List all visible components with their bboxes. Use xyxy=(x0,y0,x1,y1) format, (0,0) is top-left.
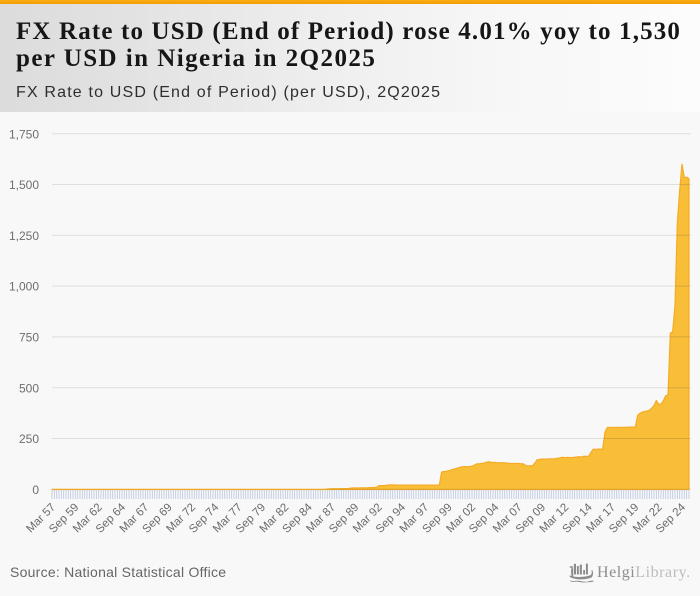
svg-text:500: 500 xyxy=(19,381,39,395)
svg-text:0: 0 xyxy=(32,483,39,497)
svg-text:750: 750 xyxy=(19,331,39,345)
svg-text:1,750: 1,750 xyxy=(9,127,39,141)
svg-text:1,500: 1,500 xyxy=(9,178,39,192)
svg-text:1,000: 1,000 xyxy=(9,280,39,294)
svg-text:250: 250 xyxy=(19,432,39,446)
svg-text:1,250: 1,250 xyxy=(9,229,39,243)
